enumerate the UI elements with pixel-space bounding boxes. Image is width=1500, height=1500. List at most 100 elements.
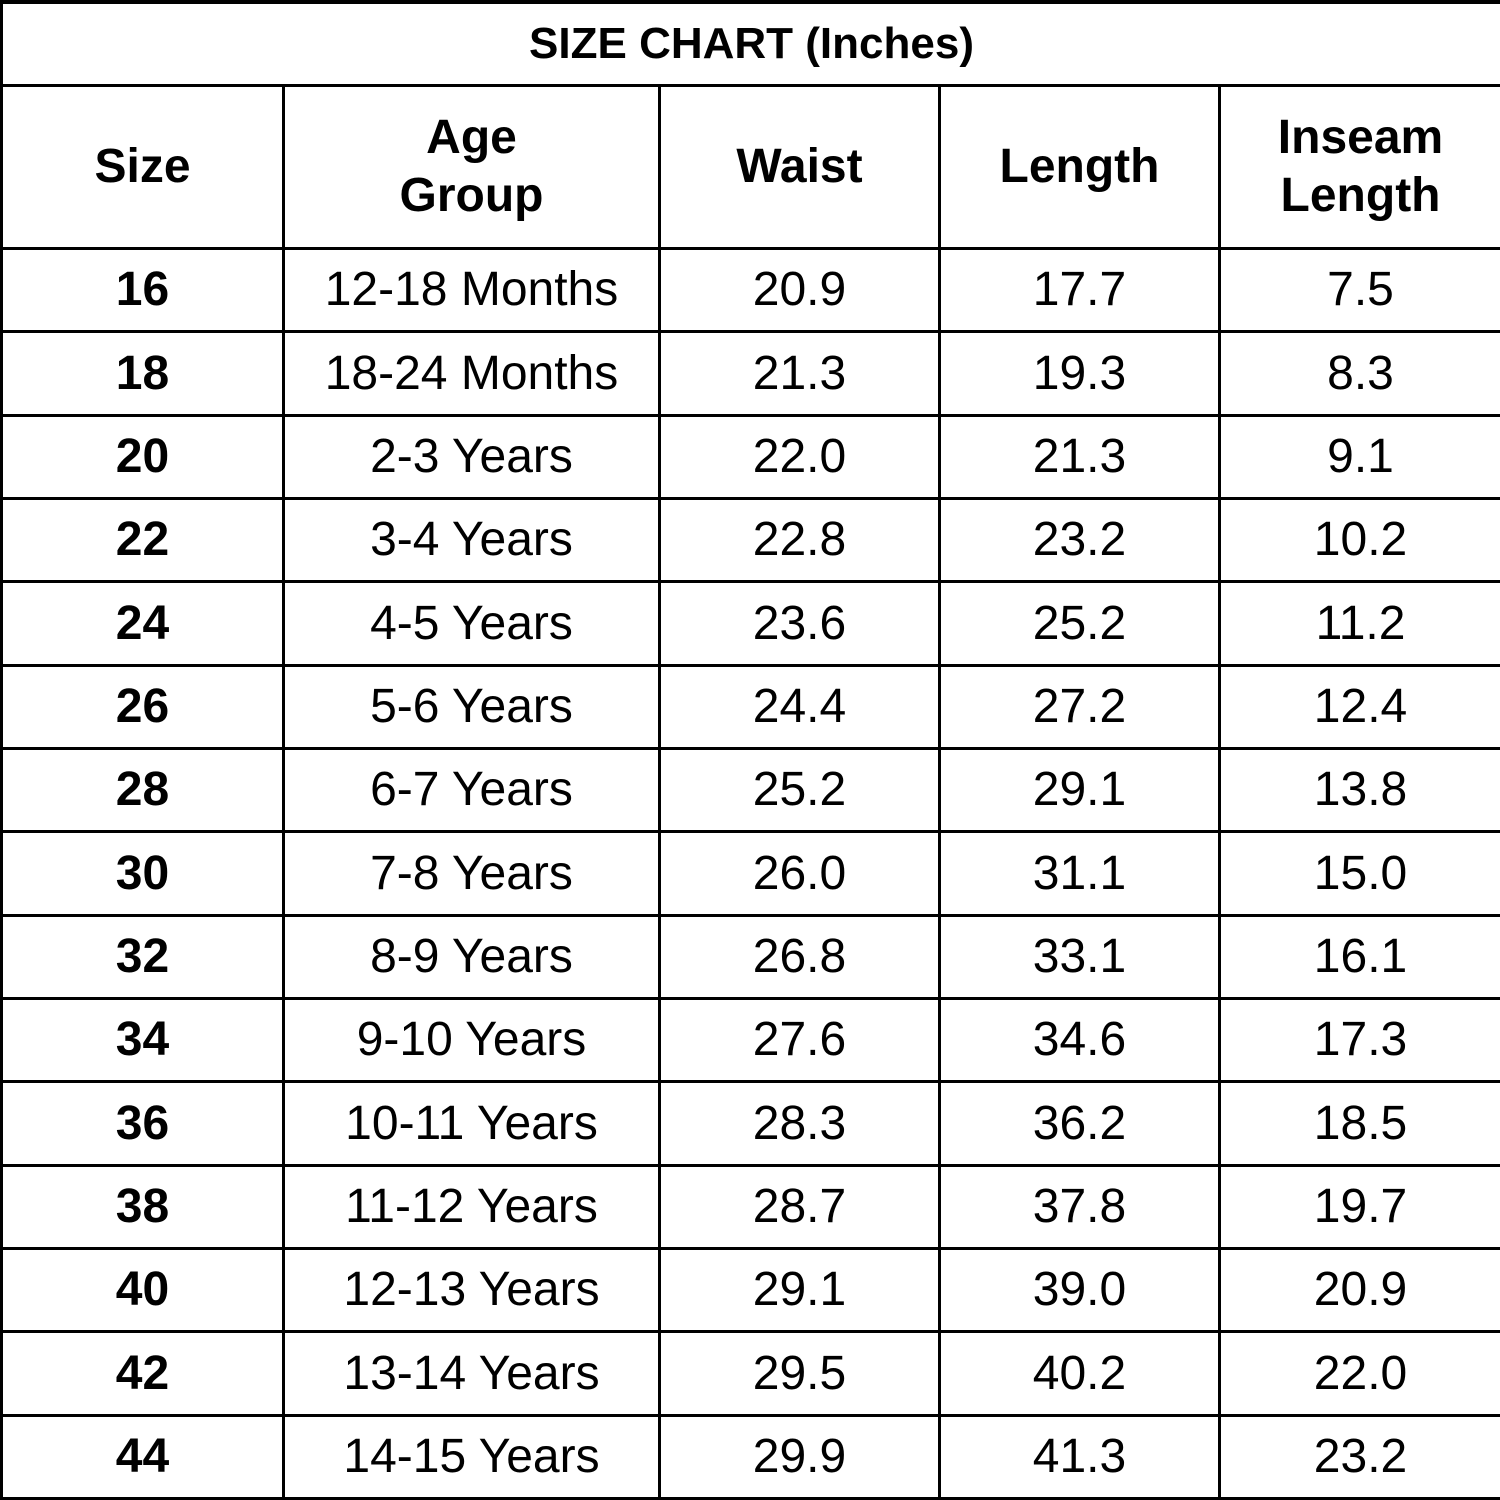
table-cell: 25.2	[938, 580, 1221, 667]
size-cell: 40	[0, 1246, 285, 1334]
table-cell: 10-11 Years	[282, 1080, 661, 1167]
table-cell: 26.8	[658, 913, 941, 1000]
data-row: 24 4-5 Years 23.6 25.2 11.2	[0, 580, 1500, 667]
table-cell: 12-13 Years	[282, 1246, 661, 1334]
column-header: Size	[0, 84, 285, 250]
table-cell: 22.8	[658, 496, 941, 584]
table-cell: 22.0	[658, 413, 941, 500]
table-cell: 18.5	[1217, 1080, 1500, 1167]
table-cell: 23.6	[658, 580, 941, 667]
data-row: 44 14-15 Years 29.9 41.3 23.2	[0, 1413, 1500, 1500]
data-row: 32 8-9 Years 26.8 33.1 16.1	[0, 913, 1500, 1000]
table-cell: 15.0	[1217, 830, 1500, 917]
table-cell: 22.0	[1217, 1330, 1500, 1417]
data-row: 16 12-18 Months 20.9 17.7 7.5	[0, 246, 1500, 334]
table-cell: 33.1	[938, 913, 1221, 1000]
table-cell: 10.2	[1217, 496, 1500, 584]
size-cell: 24	[0, 580, 285, 667]
table-cell: 23.2	[938, 496, 1221, 584]
table-cell: 37.8	[938, 1163, 1221, 1250]
table-cell: 20.9	[658, 246, 941, 334]
table-cell: 9-10 Years	[282, 996, 661, 1084]
table-cell: 24.4	[658, 663, 941, 750]
data-row: 26 5-6 Years 24.4 27.2 12.4	[0, 663, 1500, 750]
table-cell: 2-3 Years	[282, 413, 661, 500]
column-header: Length	[938, 84, 1221, 250]
table-cell: 17.3	[1217, 996, 1500, 1084]
size-cell: 22	[0, 496, 285, 584]
column-header-text: Waist	[736, 140, 863, 194]
table-cell: 23.2	[1217, 1413, 1500, 1500]
column-header-text: Size	[94, 140, 191, 194]
table-cell: 29.1	[658, 1246, 941, 1334]
size-cell: 34	[0, 996, 285, 1084]
table-cell: 41.3	[938, 1413, 1221, 1500]
data-row: 36 10-11 Years 28.3 36.2 18.5	[0, 1080, 1500, 1167]
data-row: 34 9-10 Years 27.6 34.6 17.3	[0, 996, 1500, 1084]
table-cell: 5-6 Years	[282, 663, 661, 750]
table-cell: 19.3	[938, 330, 1221, 417]
table-cell: 6-7 Years	[282, 746, 661, 834]
table-cell: 17.7	[938, 246, 1221, 334]
table-cell: 40.2	[938, 1330, 1221, 1417]
size-cell: 26	[0, 663, 285, 750]
size-cell: 16	[0, 246, 285, 334]
table-body: 16 12-18 Months 20.9 17.7 7.5 18 18-24 Months 2…	[0, 246, 1500, 1500]
table-cell: 16.1	[1217, 913, 1500, 1000]
table-cell: 29.5	[658, 1330, 941, 1417]
data-row: 28 6-7 Years 25.2 29.1 13.8	[0, 746, 1500, 834]
table-head: SIZE CHART (Inches) Size Age Group Waist Le…	[0, 0, 1500, 250]
table-cell: 28.3	[658, 1080, 941, 1167]
table-cell: 27.6	[658, 996, 941, 1084]
column-header-text: Inseam Length	[1277, 111, 1444, 222]
data-row: 22 3-4 Years 22.8 23.2 10.2	[0, 496, 1500, 584]
table-title: SIZE CHART (Inches)	[0, 0, 1500, 87]
table-cell: 19.7	[1217, 1163, 1500, 1250]
table-cell: 20.9	[1217, 1246, 1500, 1334]
table-cell: 11-12 Years	[282, 1163, 661, 1250]
table-cell: 21.3	[938, 413, 1221, 500]
size-cell: 20	[0, 413, 285, 500]
table-cell: 4-5 Years	[282, 580, 661, 667]
table-cell: 7.5	[1217, 246, 1500, 334]
size-cell: 42	[0, 1330, 285, 1417]
size-cell: 30	[0, 830, 285, 917]
table-cell: 21.3	[658, 330, 941, 417]
table-cell: 28.7	[658, 1163, 941, 1250]
table-cell: 36.2	[938, 1080, 1221, 1167]
title-row: SIZE CHART (Inches)	[0, 0, 1500, 87]
table-cell: 12-18 Months	[282, 246, 661, 334]
data-row: 40 12-13 Years 29.1 39.0 20.9	[0, 1246, 1500, 1334]
table-cell: 39.0	[938, 1246, 1221, 1334]
table-cell: 29.1	[938, 746, 1221, 834]
table-cell: 34.6	[938, 996, 1221, 1084]
data-row: 42 13-14 Years 29.5 40.2 22.0	[0, 1330, 1500, 1417]
data-row: 30 7-8 Years 26.0 31.1 15.0	[0, 830, 1500, 917]
column-header: Age Group	[282, 84, 661, 250]
table-cell: 11.2	[1217, 580, 1500, 667]
table-cell: 9.1	[1217, 413, 1500, 500]
header-row: Size Age Group Waist Length Inseam Length	[0, 84, 1500, 250]
size-cell: 36	[0, 1080, 285, 1167]
size-cell: 18	[0, 330, 285, 417]
table-cell: 26.0	[658, 830, 941, 917]
table-cell: 31.1	[938, 830, 1221, 917]
table-cell: 13-14 Years	[282, 1330, 661, 1417]
data-row: 18 18-24 Months 21.3 19.3 8.3	[0, 330, 1500, 417]
size-cell: 32	[0, 913, 285, 1000]
table-cell: 18-24 Months	[282, 330, 661, 417]
table-cell: 12.4	[1217, 663, 1500, 750]
column-header: Waist	[658, 84, 941, 250]
size-cell: 38	[0, 1163, 285, 1250]
table-cell: 13.8	[1217, 746, 1500, 834]
size-cell: 28	[0, 746, 285, 834]
data-row: 20 2-3 Years 22.0 21.3 9.1	[0, 413, 1500, 500]
table-cell: 3-4 Years	[282, 496, 661, 584]
column-header-text: Length	[999, 140, 1160, 194]
table-cell: 7-8 Years	[282, 830, 661, 917]
column-header-text: Age Group	[399, 111, 544, 222]
table-cell: 8.3	[1217, 330, 1500, 417]
table-cell: 14-15 Years	[282, 1413, 661, 1500]
